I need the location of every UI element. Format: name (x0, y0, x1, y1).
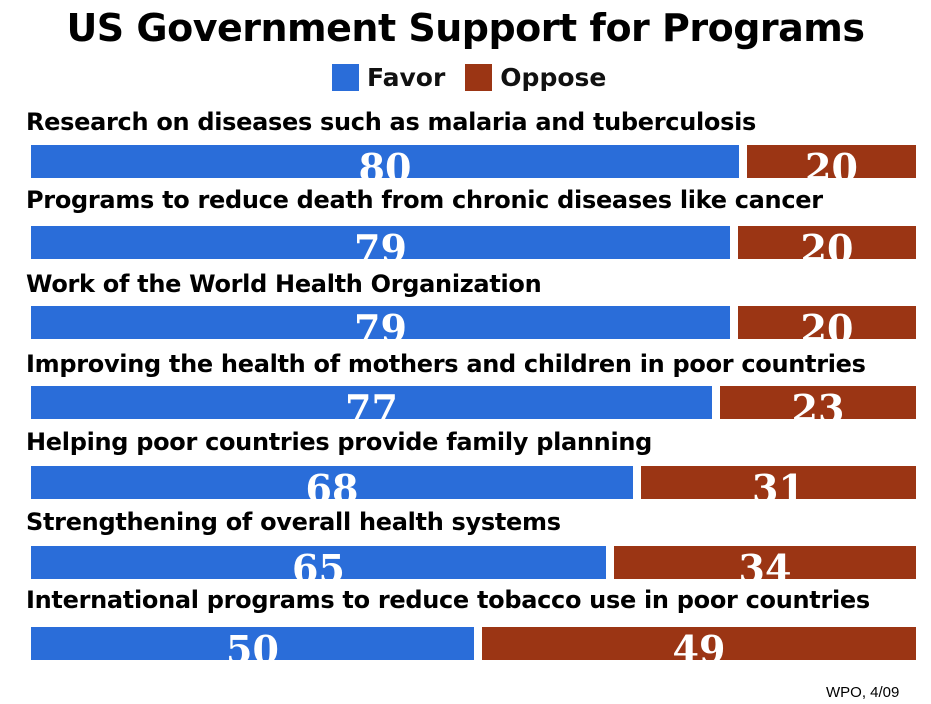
bar-value-oppose: 34 (738, 546, 792, 580)
bar-favor: 80 (31, 145, 739, 178)
bar-oppose: 20 (747, 145, 916, 178)
category-label: Research on diseases such as malaria and… (26, 108, 757, 136)
bar-favor: 65 (31, 546, 606, 579)
category-label: Strengthening of overall health systems (26, 508, 561, 536)
legend-label-oppose: Oppose (500, 62, 607, 92)
bar-oppose: 23 (720, 386, 916, 419)
category-label: Work of the World Health Organization (26, 270, 542, 298)
legend-swatch-oppose (465, 63, 493, 91)
bar-value-oppose: 31 (752, 466, 805, 500)
legend-item-favor: Favor (332, 63, 445, 92)
bar-oppose: 49 (482, 627, 916, 660)
category-label: Programs to reduce death from chronic di… (26, 186, 823, 214)
legend-label-favor: Favor (367, 62, 446, 92)
bar-favor: 77 (31, 386, 712, 419)
category-label: International programs to reduce tobacco… (26, 586, 870, 614)
bar-value-favor: 79 (354, 306, 407, 340)
bar-favor: 79 (31, 306, 730, 339)
bar-value-oppose: 23 (791, 386, 845, 420)
bar-value-favor: 77 (345, 386, 398, 420)
bar-oppose: 20 (738, 306, 916, 339)
legend: Favor Oppose (332, 62, 626, 92)
bar-value-oppose: 20 (800, 306, 854, 340)
bar-value-oppose: 49 (672, 627, 726, 661)
bar-value-oppose: 20 (800, 226, 854, 260)
bar-value-favor: 80 (358, 145, 412, 179)
bar-value-favor: 68 (305, 466, 359, 500)
legend-item-oppose: Oppose (465, 63, 606, 92)
bar-value-favor: 65 (292, 546, 345, 580)
legend-swatch-favor (332, 63, 359, 91)
category-label: Improving the health of mothers and chil… (26, 350, 866, 378)
source-note: WPO, 4/09 (826, 684, 900, 701)
bar-favor: 50 (31, 627, 474, 660)
bar-value-oppose: 20 (805, 145, 858, 179)
bar-oppose: 34 (614, 546, 916, 579)
bar-value-favor: 50 (226, 627, 279, 661)
chart-title: US Government Support for Programs (66, 6, 865, 50)
bar-favor: 79 (31, 226, 730, 259)
bar-oppose: 31 (641, 466, 916, 499)
bar-value-favor: 79 (354, 226, 407, 260)
bar-favor: 68 (31, 466, 633, 499)
bar-oppose: 20 (738, 226, 916, 259)
category-label: Helping poor countries provide family pl… (26, 428, 653, 456)
